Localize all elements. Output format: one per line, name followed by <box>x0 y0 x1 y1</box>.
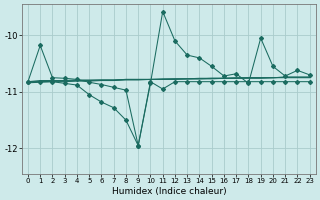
X-axis label: Humidex (Indice chaleur): Humidex (Indice chaleur) <box>112 187 226 196</box>
